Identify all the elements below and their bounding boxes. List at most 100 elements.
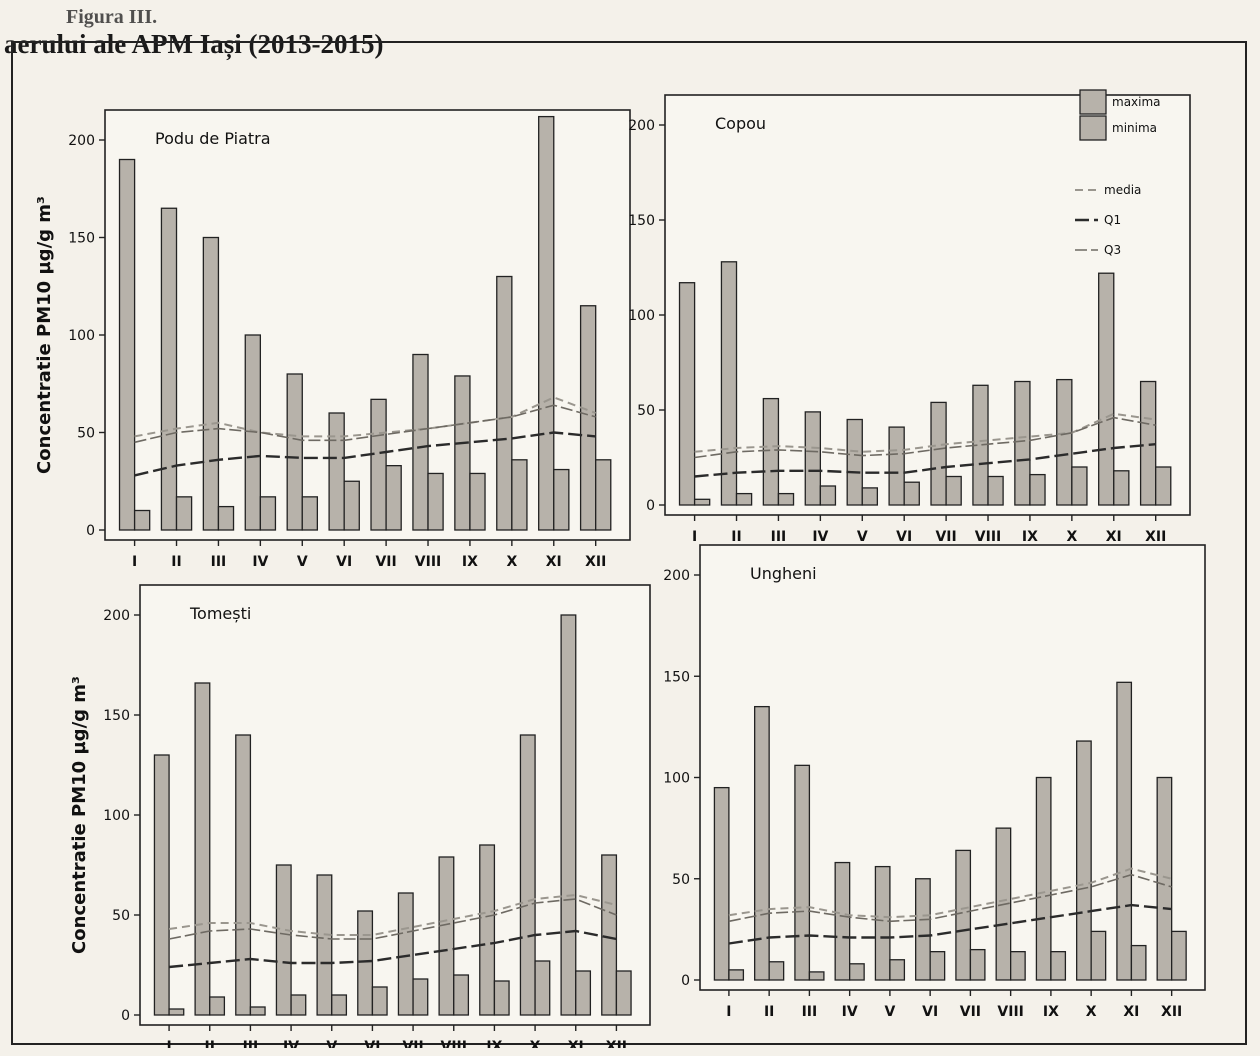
series-line-q1 [728, 903, 1172, 945]
bar-minima [301, 496, 319, 531]
bar-maxima [1139, 380, 1157, 506]
bar-maxima [915, 878, 931, 981]
bar-minima [553, 468, 570, 531]
y-tick-label: 100 [68, 328, 95, 344]
x-tick-label: VI [922, 1004, 938, 1020]
series-line-media [728, 867, 1172, 919]
x-tick-label: VII [935, 529, 956, 545]
x-tick-label: XII [1145, 529, 1166, 545]
bar-maxima [1116, 681, 1133, 981]
legend-swatch-minima [1079, 115, 1107, 141]
bar-maxima [874, 865, 891, 981]
bar-maxima [560, 614, 577, 1016]
bar-maxima [579, 305, 597, 531]
bar-minima [693, 498, 711, 506]
title-line-2: aerului ale APM Iași (2013-2015) [4, 29, 384, 59]
bar-minima [259, 496, 277, 531]
panel-station-label: Copou [715, 114, 766, 133]
x-tick-label: VIII [975, 529, 1001, 545]
series-line-q1 [134, 431, 596, 477]
x-tick-label: XII [606, 1039, 627, 1048]
bar-minima [1171, 930, 1187, 981]
y-axis-label: Concentratie PM10 µg/g m³ [34, 196, 55, 474]
bar-minima [175, 496, 193, 531]
x-tick-label: VII [402, 1039, 423, 1048]
x-tick-label: XI [1123, 1004, 1139, 1020]
bar-maxima [834, 861, 851, 981]
bar-minima [945, 475, 962, 506]
bar-maxima [794, 764, 811, 981]
bar-minima [987, 475, 1004, 506]
bar-maxima [519, 734, 536, 1016]
panel-station-label: Tomești [189, 604, 251, 623]
bar-minima [453, 974, 470, 1016]
bar-minima [903, 481, 920, 506]
bar-minima [133, 509, 151, 531]
y-tick-label: 200 [103, 608, 130, 624]
x-tick-label: I [726, 1004, 731, 1020]
bar-maxima [888, 426, 905, 506]
y-tick-label: 150 [628, 213, 655, 229]
bar-maxima [930, 401, 947, 506]
bar-minima [575, 970, 592, 1016]
bar-minima [331, 994, 348, 1016]
bar-minima [493, 980, 510, 1016]
x-tick-label: II [171, 554, 181, 570]
x-tick-label: VIII [997, 1004, 1023, 1020]
bar-maxima [316, 874, 333, 1016]
bar-maxima [1014, 380, 1031, 506]
bar-maxima [713, 786, 730, 981]
x-tick-label: III [771, 529, 787, 545]
x-tick-label: I [692, 529, 697, 545]
x-tick-label: I [166, 1039, 171, 1048]
bar-minima [1050, 951, 1067, 981]
bar-minima [412, 978, 429, 1016]
x-tick-label: II [764, 1004, 774, 1020]
bar-maxima [538, 115, 555, 531]
bar-minima [534, 960, 551, 1016]
bar-minima [728, 969, 745, 981]
bar-minima [1155, 466, 1172, 506]
bar-minima [385, 464, 402, 531]
figure-border [11, 41, 1247, 1045]
bar-minima [290, 994, 307, 1016]
x-tick-label: III [211, 554, 227, 570]
bar-maxima [720, 261, 738, 506]
bar-maxima [202, 236, 220, 531]
x-tick-label: VII [375, 554, 396, 570]
bar-minima [861, 487, 879, 506]
panel-0: 0 50 100 150 200 Concentratie PM10 µg/g m³ Pod… [34, 109, 631, 570]
bar-minima [1010, 951, 1026, 981]
bar-maxima [275, 864, 292, 1016]
y-axis-label: Concentratie PM10 µg/g m³ [69, 676, 90, 954]
y-tick-label: 100 [628, 308, 655, 324]
y-tick-label: 0 [121, 1008, 130, 1024]
x-tick-label: III [802, 1004, 818, 1020]
y-tick-label: 50 [672, 872, 690, 888]
bar-maxima [678, 282, 696, 506]
bar-maxima [762, 397, 780, 506]
bar-minima [1113, 470, 1130, 506]
x-tick-label: XII [1161, 1004, 1182, 1020]
bar-maxima [1098, 272, 1115, 506]
bar-minima [217, 505, 235, 531]
bar-minima [469, 472, 486, 531]
x-tick-label: IX [486, 1039, 502, 1048]
panel-station-label: Ungheni [750, 564, 817, 583]
x-tick-label: VI [336, 554, 352, 570]
x-tick-label: VI [364, 1039, 380, 1048]
bar-minima [371, 986, 388, 1016]
x-tick-label: IX [1022, 529, 1038, 545]
x-tick-label: X [530, 1039, 541, 1048]
bar-maxima [1156, 776, 1173, 981]
legend-label-minima: minima [1112, 121, 1157, 135]
legend-label-q3: Q3 [1104, 243, 1121, 257]
x-tick-label: V [326, 1039, 337, 1048]
bar-minima [1029, 473, 1046, 506]
title-line-1: Figura III. [66, 6, 158, 28]
bar-maxima [357, 910, 374, 1016]
bar-minima [343, 480, 360, 531]
x-tick-label: IV [842, 1004, 858, 1020]
bar-minima [249, 1006, 266, 1016]
x-tick-label: X [1066, 529, 1077, 545]
